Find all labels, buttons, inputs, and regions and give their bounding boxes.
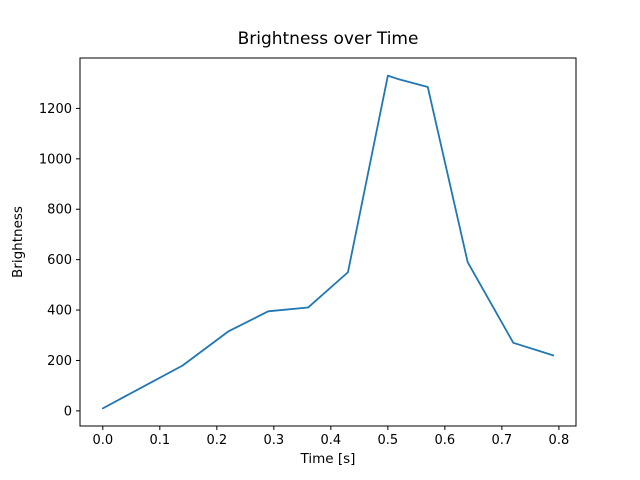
x-tick-label: 0.1 <box>149 433 170 448</box>
x-tick-label: 0.7 <box>492 433 513 448</box>
x-tick-label: 0.8 <box>549 433 570 448</box>
y-tick-label: 400 <box>47 304 72 319</box>
x-tick-label: 0.3 <box>263 433 284 448</box>
axis-ticks: 0.0 0.1 0.2 0.3 0.4 0.5 0.6 0.7 0.8 0 200 400 600 800… <box>39 102 569 448</box>
x-tick-label: 0.0 <box>92 433 113 448</box>
data-series <box>101 74 555 410</box>
brightness-line <box>101 74 555 410</box>
y-tick-label: 0 <box>64 404 72 419</box>
x-tick-label: 0.5 <box>378 433 399 448</box>
x-tick-label: 0.2 <box>206 433 227 448</box>
x-tick-label: 0.6 <box>435 433 456 448</box>
x-axis-label: Time [s] <box>300 451 356 467</box>
y-tick-label: 600 <box>47 253 72 268</box>
y-tick-label: 1000 <box>39 152 72 167</box>
plot-area <box>79 57 577 427</box>
y-tick-label: 1200 <box>39 102 72 117</box>
chart-title: Brightness over Time <box>238 29 419 49</box>
x-tick-label: 0.4 <box>321 433 342 448</box>
y-tick-label: 800 <box>47 203 72 218</box>
y-axis-label: Brightness <box>10 206 26 278</box>
y-tick-label: 200 <box>47 354 72 369</box>
